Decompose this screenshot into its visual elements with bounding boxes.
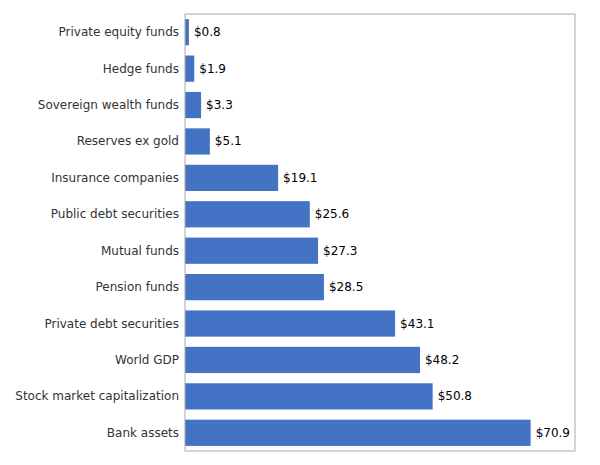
chart-svg: Bank assets Stock market capitalization Wo… [0,0,600,465]
plot-frame [185,14,575,451]
bar [185,238,318,264]
category-label: Stock market capitalization [15,389,179,403]
bar [185,165,278,191]
category-label: Sovereign wealth funds [38,98,179,112]
data-label: $70.9 [536,426,570,440]
category-label: Public debt securities [51,207,179,221]
data-label: $25.6 [315,207,349,221]
data-label: $19.1 [283,171,317,185]
data-label: $43.1 [400,317,434,331]
category-label: Private equity funds [58,25,179,39]
bar [185,274,324,300]
category-label: Reserves ex gold [77,134,179,148]
chart-container: Bank assets Stock market capitalization Wo… [0,0,600,465]
category-label: Mutual funds [101,244,179,258]
data-label: $50.8 [438,389,472,403]
bar [185,310,395,336]
bars [185,19,531,446]
data-label: $1.9 [199,62,226,76]
category-label: World GDP [115,353,179,367]
data-label: $5.1 [215,134,242,148]
bar [185,347,420,373]
bar [185,383,433,409]
data-label: $3.3 [206,98,233,112]
bar [185,92,201,118]
category-label: Pension funds [96,280,179,294]
category-label: Private debt securities [44,317,179,331]
data-label: $48.2 [425,353,459,367]
data-label: $27.3 [323,244,357,258]
category-label: Bank assets [107,426,179,440]
category-label: Hedge funds [103,62,179,76]
category-label: Insurance companies [51,171,179,185]
bar [185,128,210,154]
data-label: $0.8 [194,25,221,39]
bar [185,201,310,227]
bar [185,56,194,82]
bar [185,420,531,446]
data-label: $28.5 [329,280,363,294]
bar [185,19,189,45]
